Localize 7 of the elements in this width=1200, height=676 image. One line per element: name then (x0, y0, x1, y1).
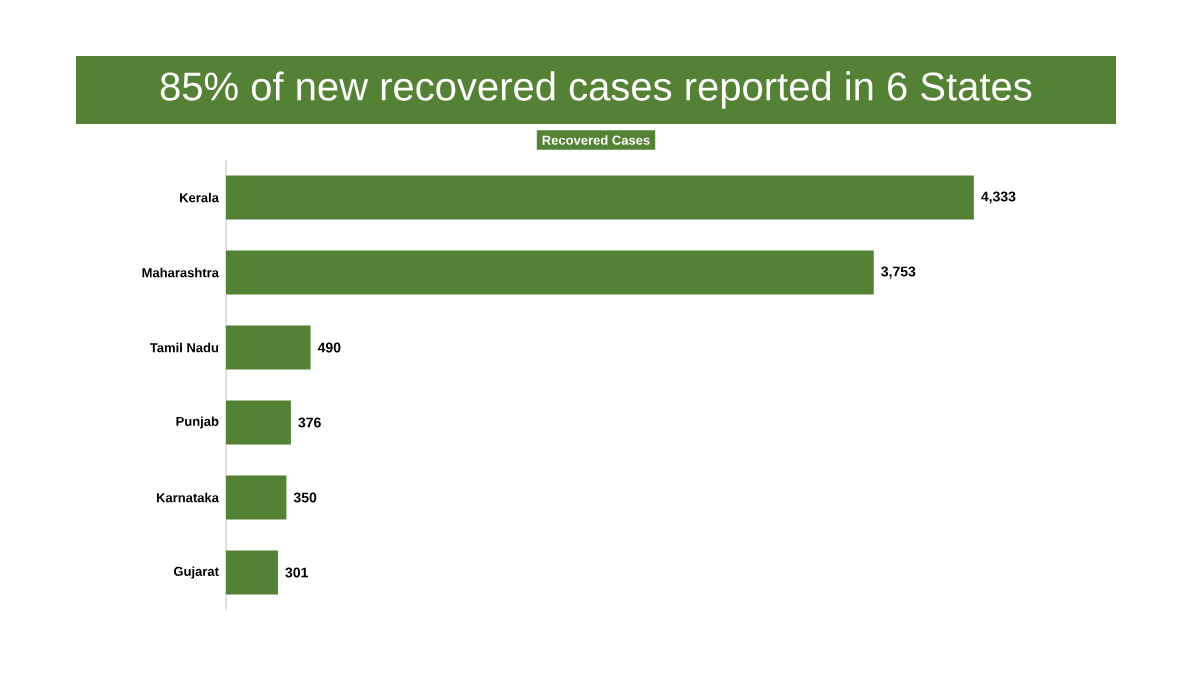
chart-title: 85% of new recovered cases reported in 6 States (160, 71, 1032, 109)
bar (226, 175, 974, 220)
bar (226, 475, 287, 520)
bar (226, 325, 311, 370)
bar (226, 550, 278, 595)
bar (226, 250, 874, 295)
bar (226, 400, 291, 445)
